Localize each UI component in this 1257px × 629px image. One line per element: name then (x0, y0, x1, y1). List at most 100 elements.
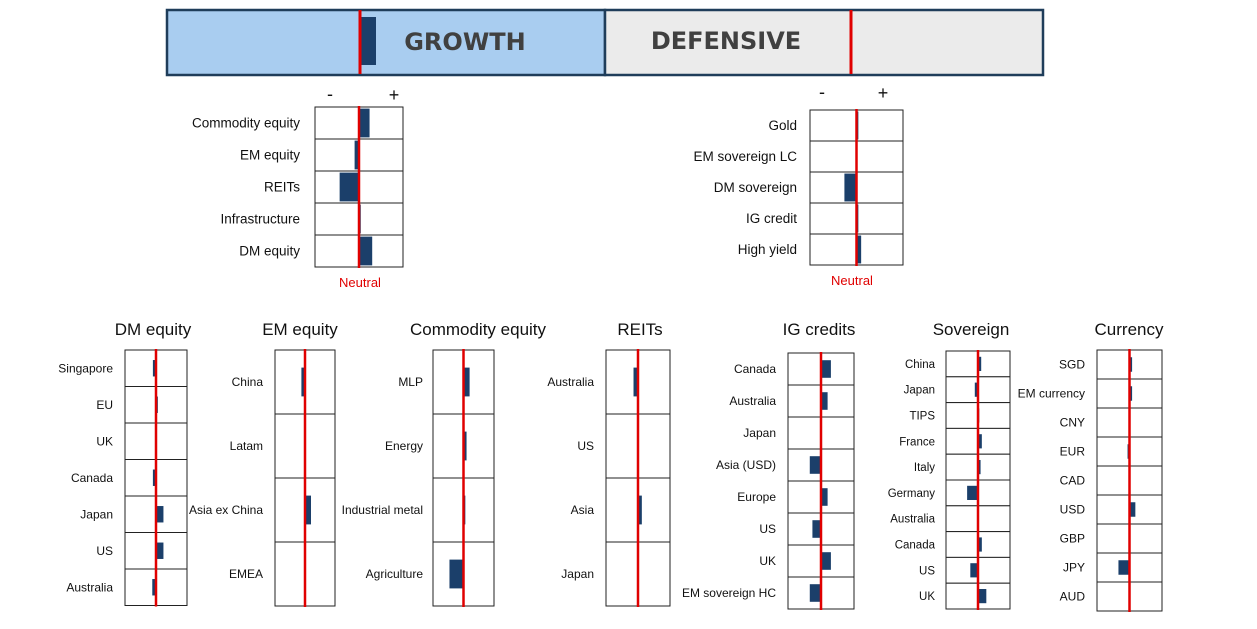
category-label: Agriculture (366, 567, 424, 581)
category-label: UK (96, 434, 113, 448)
category-label: UK (759, 554, 776, 568)
panel-sovereign: Sovereign China Japan TIPS France Italy German… (888, 320, 1011, 610)
panel-title: REITs (617, 320, 662, 339)
panel-commodity-equity: Commodity equity MLP Energy Industrial meta… (342, 320, 547, 607)
plus-sign: + (389, 85, 400, 105)
bar-asia-usd- (809, 456, 821, 474)
panel-reits: REITs Australia US Asia Japan (547, 320, 671, 607)
category-label: GBP (1060, 532, 1085, 546)
category-label: Asia (USD) (716, 458, 776, 472)
panel-currency: Currency SGD EM currency CNY EUR CAD USD GBP JPY… (1018, 320, 1164, 612)
growth-panel (165, 8, 607, 77)
category-label: US (96, 544, 113, 558)
category-label: Asia ex China (189, 503, 263, 517)
panel-title: Commodity equity (410, 320, 547, 339)
bar-sgd (1129, 357, 1133, 372)
panel-title: Currency (1095, 320, 1164, 339)
panel-growth: Commodity equity EM equity REITs Infrastruc… (192, 106, 404, 268)
bar-china (301, 367, 305, 397)
category-label: Singapore (58, 361, 113, 375)
panel-title: Sovereign (933, 320, 1010, 339)
bar-uk (821, 552, 831, 570)
bar-em-equity (354, 140, 359, 170)
bar-energy (463, 431, 467, 461)
category-label: US (577, 439, 594, 453)
bar-high-yield (856, 235, 862, 264)
panel-title: IG credits (783, 320, 856, 339)
panel-em-equity: EM equity China Latam Asia ex China EMEA (189, 320, 338, 607)
category-label: Commodity equity (192, 116, 300, 131)
category-label: REITs (264, 180, 300, 195)
minus-sign: - (819, 82, 825, 102)
category-label: DM sovereign (714, 180, 797, 195)
category-label: EM sovereign HC (682, 586, 776, 600)
category-label: EM currency (1018, 387, 1085, 401)
category-label: Latam (230, 439, 263, 453)
bar-canada (978, 537, 982, 552)
bar-europe (821, 488, 828, 506)
category-label: China (905, 359, 936, 371)
category-label: CNY (1060, 416, 1085, 430)
category-label: CAD (1060, 474, 1086, 488)
category-label: Gold (768, 118, 797, 133)
category-label: MLP (398, 375, 423, 389)
bar-china (978, 356, 982, 371)
panel-ig-credits: IG credits Canada Australia Japan Asia (USD)… (682, 320, 855, 610)
category-label: TIPS (909, 411, 935, 423)
bar-australia (152, 579, 156, 596)
category-label: EM equity (240, 148, 300, 163)
neutral-label: Neutral (339, 275, 381, 290)
growth-defensive-banner: GROWTH DEFENSIVE (165, 8, 1045, 77)
category-label: Canada (734, 362, 776, 376)
bar-canada (821, 360, 831, 378)
bar-jpy (1118, 560, 1130, 575)
category-label: Japan (743, 426, 776, 440)
bar-uk (978, 589, 987, 604)
bar-france (978, 434, 982, 449)
defensive-summary-panel: - + Neutral (819, 82, 888, 288)
category-label: UK (919, 591, 935, 603)
category-label: JPY (1063, 561, 1085, 575)
bar-germany (967, 485, 978, 500)
panel-dm-equity: DM equity Singapore EU UK Canada Japan US Austr… (58, 320, 192, 607)
category-label: US (759, 522, 776, 536)
category-label: Japan (904, 385, 935, 397)
category-label: EU (96, 398, 113, 412)
category-label: Energy (385, 439, 423, 453)
bar-japan (974, 382, 978, 397)
category-label: Canada (895, 540, 936, 552)
category-label: Asia (571, 503, 595, 517)
growth-summary-panel: - + Neutral (327, 84, 399, 290)
bar-italy (978, 460, 981, 475)
plus-sign: + (878, 83, 889, 103)
defensive-panel (603, 8, 1045, 77)
bar-asia (638, 495, 642, 525)
bar-asia-ex-china (305, 495, 311, 525)
category-label: Canada (71, 471, 113, 485)
category-label: Infrastructure (220, 212, 300, 227)
category-label: Italy (914, 462, 935, 474)
category-label: Australia (890, 514, 935, 526)
category-label: EMEA (229, 567, 263, 581)
bar-dm-sovereign (844, 173, 857, 202)
bar-us (970, 563, 978, 578)
bar-canada (152, 469, 156, 486)
category-label: EUR (1060, 445, 1086, 459)
bar-japan (156, 506, 164, 523)
bar-usd (1129, 502, 1136, 517)
bar-mlp (463, 367, 470, 397)
panel-title: DM equity (115, 320, 192, 339)
defensive-label: DEFENSIVE (651, 27, 801, 55)
bar-em-currency (1129, 386, 1133, 401)
category-label: Japan (561, 567, 594, 581)
category-label: US (919, 565, 935, 577)
category-label: Industrial metal (342, 503, 423, 517)
category-label: Australia (547, 375, 594, 389)
growth-position-bar (360, 17, 376, 65)
category-label: Germany (888, 488, 936, 500)
bar-us (812, 520, 821, 538)
category-label: France (899, 436, 935, 448)
bar-singapore (152, 360, 156, 377)
category-label: EM sovereign LC (693, 149, 797, 164)
